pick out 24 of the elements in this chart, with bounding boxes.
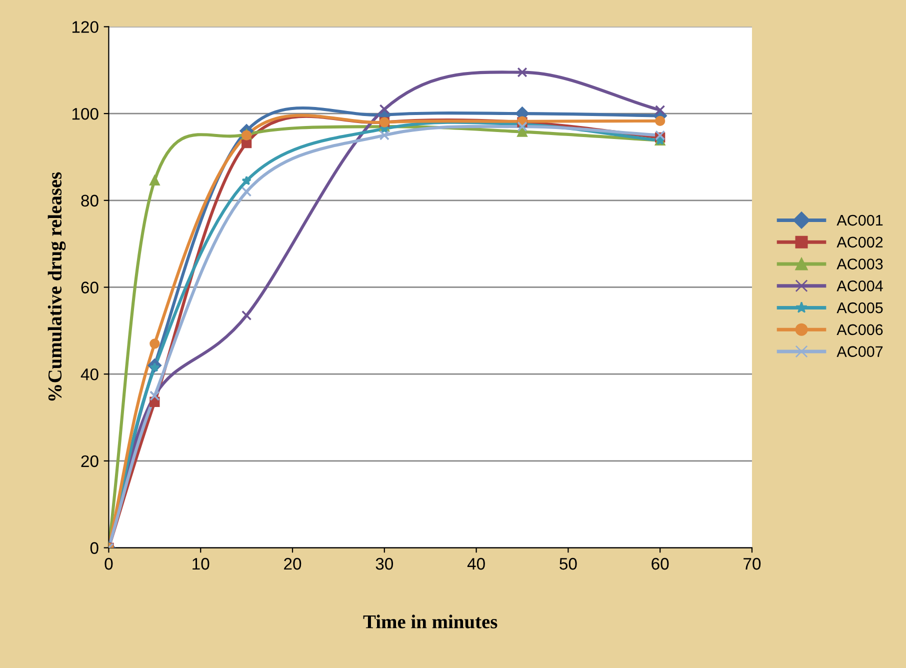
- y-tick-label: 20: [81, 455, 98, 468]
- y-axis-title: %Cumulative drug releases: [48, 172, 66, 401]
- legend-label: AC004: [836, 280, 883, 292]
- y-tick-label: 60: [81, 282, 98, 294]
- y-tick-label: 120: [72, 21, 98, 33]
- x-tick-label: 30: [376, 558, 394, 570]
- x-tick-label: 0: [104, 558, 113, 570]
- y-tick-label: 0: [90, 542, 98, 554]
- x-tick-label: 70: [744, 558, 761, 570]
- legend-label: AC001: [836, 214, 883, 226]
- legend-label: AC007: [836, 346, 883, 357]
- legend-label: AC006: [836, 324, 883, 336]
- x-tick-label: 20: [284, 558, 302, 570]
- y-tick-label: 80: [81, 194, 98, 207]
- legend-label: AC003: [836, 258, 883, 270]
- x-tick-label: 40: [467, 558, 485, 570]
- x-tick-label: 50: [560, 558, 577, 570]
- x-tick-label: 10: [192, 558, 210, 570]
- legend-label: AC002: [836, 236, 883, 248]
- x-axis-title: Time in minutes: [363, 614, 498, 628]
- x-tick-label: 60: [652, 558, 669, 570]
- y-tick-label: 40: [80, 368, 98, 380]
- legend-label: AC005: [836, 302, 883, 314]
- y-tick-label: 100: [72, 108, 98, 120]
